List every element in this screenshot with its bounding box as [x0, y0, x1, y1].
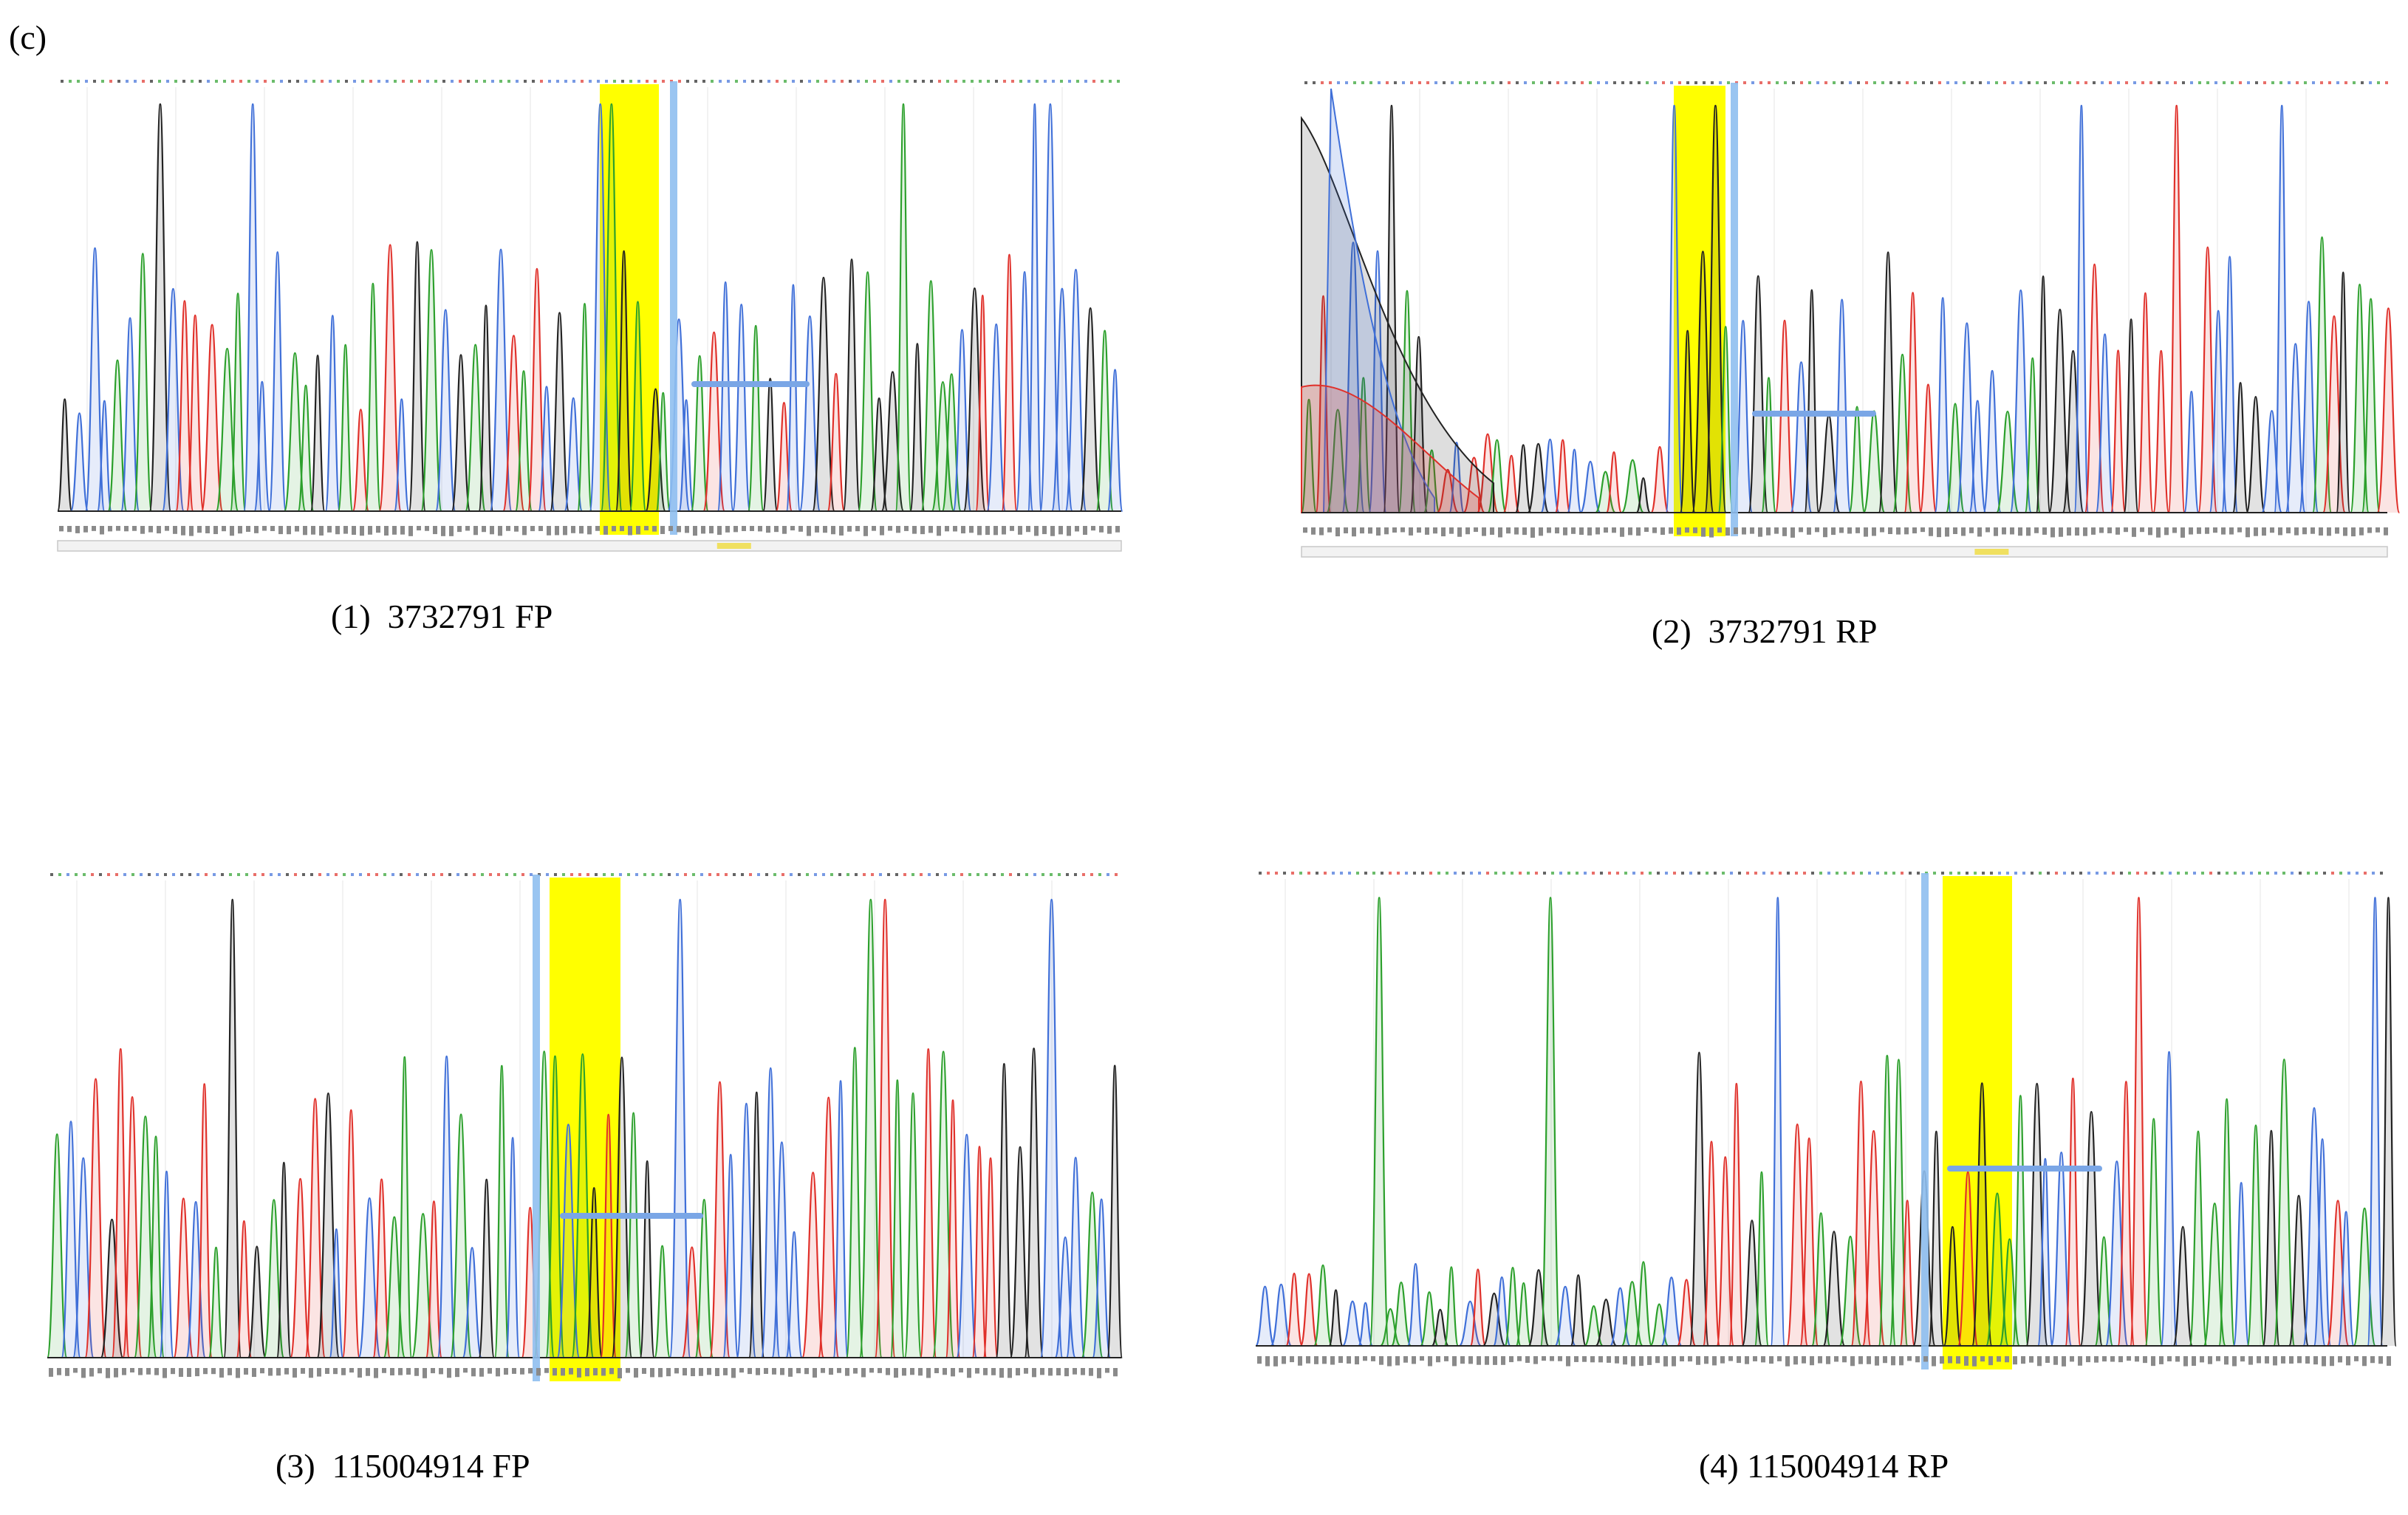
cursor-line [533, 875, 540, 1381]
scrollbar [1301, 546, 2388, 558]
highlight-region [1943, 876, 2012, 1369]
basecall-row [1304, 81, 2388, 84]
panel-1-caption: (1) 3732791 FP [331, 598, 553, 635]
panel-3-caption: (3) 115004914 FP [276, 1447, 530, 1485]
chromatogram-panel-1 [56, 80, 1123, 552]
chromatogram-panel-3 [46, 873, 1123, 1381]
panel-letter: (c) [9, 18, 47, 56]
quality-bars [1303, 527, 2388, 538]
basecall-row [1259, 872, 2383, 875]
basecall-row [61, 80, 1120, 83]
quality-bars [49, 1368, 1118, 1378]
quality-bars [59, 526, 1120, 536]
trace-peaks [46, 898, 1123, 1359]
trace-peaks [1254, 897, 2397, 1347]
trace-peaks [1300, 104, 2401, 514]
quality-bars [1257, 1356, 2391, 1367]
cursor-line [1921, 873, 1929, 1369]
chromatogram-panel-4 [1254, 872, 2397, 1369]
chromatogram-panel-2 [1300, 81, 2401, 558]
scrollbar [57, 540, 1122, 552]
basecall-row [50, 873, 1118, 876]
cursor-line [1731, 83, 1738, 536]
panel-2-caption: (2) 3732791 RP [1652, 612, 1878, 650]
cursor-line [670, 81, 677, 535]
panel-4-caption: (4) 115004914 RP [1699, 1447, 1949, 1485]
trace-peaks [56, 103, 1123, 513]
